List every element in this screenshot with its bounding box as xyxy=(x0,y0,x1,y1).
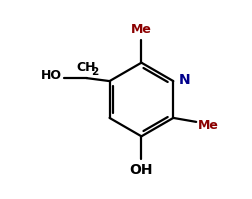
Text: 2: 2 xyxy=(91,66,98,76)
Text: CH: CH xyxy=(76,61,95,74)
Text: HO: HO xyxy=(41,69,62,82)
Text: Me: Me xyxy=(197,119,218,132)
Text: OH: OH xyxy=(129,163,152,177)
Text: N: N xyxy=(178,72,190,87)
Text: Me: Me xyxy=(131,23,151,36)
